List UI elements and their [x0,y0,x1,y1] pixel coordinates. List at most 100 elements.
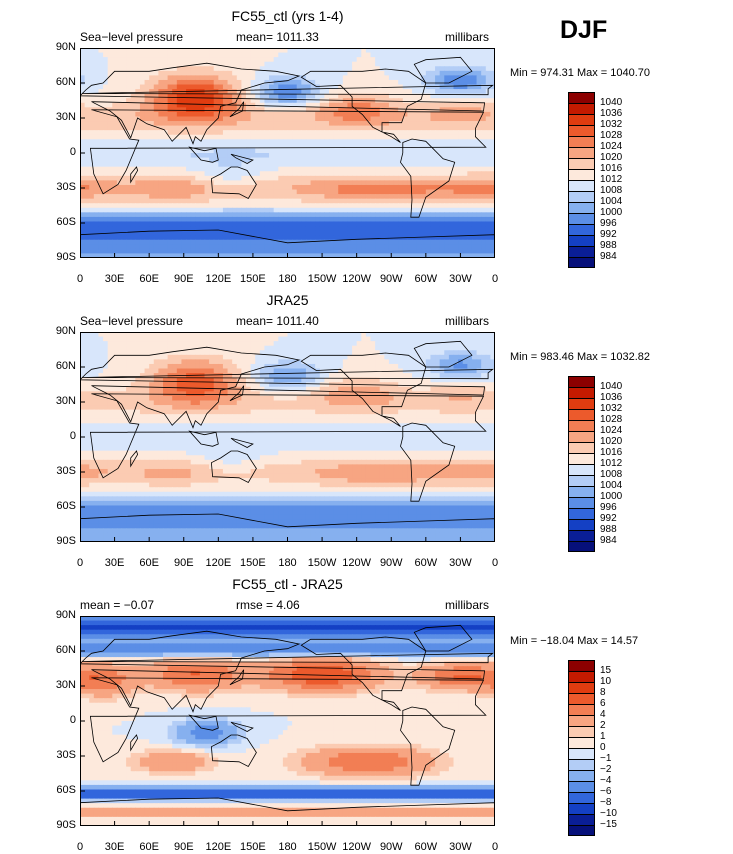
colorbar-swatch [568,409,595,420]
coastline [130,166,139,184]
coastline [413,56,473,84]
colorbar-level-label: 1004 [600,480,623,491]
lat-tick-label: 60S [56,500,76,512]
colorbar-level-label: −1 [600,753,612,764]
colorbar-level-label: 1000 [600,207,623,218]
min-max-readout: Min = −18.04 Max = 14.57 [510,635,639,647]
colorbar-swatch [568,814,595,825]
colorbar-level-label: 1036 [600,108,623,119]
lon-tick-label: 0 [76,557,84,569]
colorbar-level-label: 1020 [600,436,623,447]
colorbar-swatch [568,486,595,497]
colorbar-level-label: 996 [600,218,617,229]
colorbar-level-label: −10 [600,808,617,819]
coastline [230,721,254,732]
colorbar-level-label: 984 [600,535,617,546]
lat-tick-label: 90N [55,41,76,53]
colorbar-level-label: 1024 [600,141,623,152]
lon-tick-label: 60E [139,557,159,569]
coastline [300,636,427,711]
colorbar-level-label: 0 [600,742,606,753]
lon-tick-label: 90E [173,273,194,285]
coastline [400,706,456,786]
colorbar-swatch [568,180,595,191]
coastline [80,346,486,429]
coastline [229,101,245,118]
colorbar-level-label: 4 [600,709,606,720]
lon-tick-label: 60W [414,273,438,285]
lat-tick-label: 60S [56,784,76,796]
lat-tick-label: 30S [56,465,76,477]
colorbar-swatch [568,693,595,704]
coastline [80,797,495,826]
season-label: DJF [560,16,608,44]
coastline [188,430,219,447]
panel-subtitle-left: Sea−level pressure [80,314,184,328]
lon-tick-label: 60W [414,557,438,569]
colorbar-level-label: 1032 [600,119,623,130]
lat-tick-label: 90N [55,325,76,337]
colorbar-swatch [568,169,595,180]
colorbar-swatch [568,147,595,158]
map-field [80,48,495,258]
panel-subtitle-center: rmse = 4.06 [236,598,300,612]
colorbar [568,92,595,268]
coastline [230,153,254,164]
coastline [130,450,139,468]
coastline [82,368,494,380]
coastline [229,669,245,686]
lon-tick-label: 30E [104,557,125,569]
colorbar-level-label: 992 [600,513,617,524]
colorbar-swatch [568,519,595,530]
colorbar-swatch [568,682,595,693]
colorbar-level-label: −4 [600,775,612,786]
coastline [130,734,139,752]
lon-tick-label: 60W [414,841,438,853]
coastline [400,422,456,502]
coastline [300,68,427,143]
colorbar-swatch [568,475,595,486]
colorbar-swatch [568,704,595,715]
panel-units: millibars [445,598,490,612]
colorbar-swatch [568,508,595,519]
coastline [82,84,494,96]
colorbar-level-label: 1 [600,731,606,742]
lat-tick-label: 90S [56,819,76,831]
lon-tick-label: 180 [278,557,297,569]
coastline [300,352,427,427]
map-panel: FC55_ctl (yrs 1-4) Sea−level pressure mean… [0,0,733,285]
colorbar-swatch [568,158,595,169]
colorbar-level-label: 8 [600,687,606,698]
colorbar-level-label: 1028 [600,130,623,141]
coastline [229,385,245,402]
lat-tick-label: 0 [69,430,76,442]
lon-tick-label: 90E [173,557,194,569]
lat-tick-label: 0 [69,146,76,158]
colorbar-swatch [568,541,595,552]
lon-tick-label: 90E [173,841,194,853]
colorbar-level-label: 984 [600,251,617,262]
colorbar-level-label: −2 [600,764,612,775]
colorbar-level-label: −6 [600,786,612,797]
coastline [188,714,219,731]
lon-tick-label: 30W [449,841,472,853]
lat-tick-label: 60S [56,216,76,228]
colorbar-swatch [568,431,595,442]
colorbar-swatch [568,497,595,508]
colorbar [568,376,595,552]
panel-subtitle-left: mean = −0.07 [80,598,155,612]
coastline [210,166,257,200]
colorbar-level-label: 1016 [600,163,623,174]
coastline [210,734,257,768]
lon-tick-label: 180 [278,273,297,285]
lon-tick-label: 0 [76,841,84,853]
colorbar-swatch [568,671,595,682]
colorbar-level-label: 1040 [600,97,623,108]
colorbar-swatch [568,726,595,737]
map-panel: FC55_ctl - JRA25 mean = −0.07 rmse = 4.06 m… [0,568,733,853]
lon-tick-label: 30E [104,273,125,285]
colorbar-level-label: 1008 [600,469,623,480]
coastline [400,138,456,218]
lat-tick-label: 60N [55,76,76,88]
panel-title: FC55_ctl (yrs 1-4) [231,8,344,24]
